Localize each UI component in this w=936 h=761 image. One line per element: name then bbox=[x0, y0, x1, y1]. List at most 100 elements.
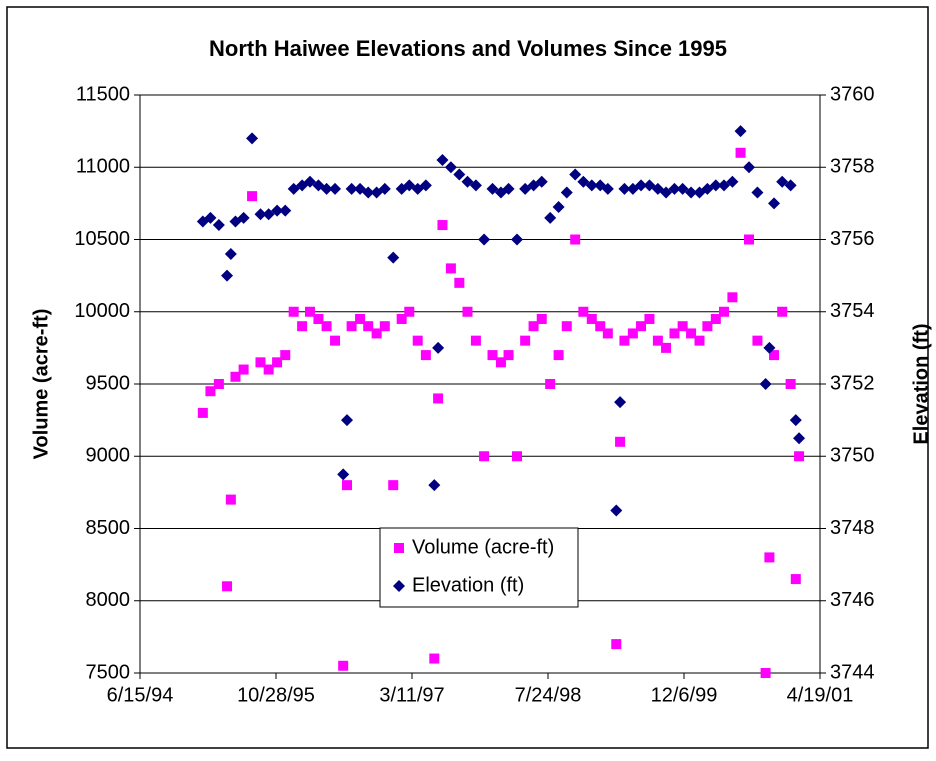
square-point bbox=[394, 543, 404, 553]
diamond-point bbox=[461, 175, 474, 188]
diamond-point bbox=[776, 175, 789, 188]
square-point bbox=[602, 328, 613, 339]
y-tick-label: 8500 bbox=[86, 517, 131, 539]
plot-frame bbox=[139, 94, 821, 674]
y2-tick-label: 3746 bbox=[830, 589, 875, 611]
square-point bbox=[222, 581, 233, 592]
diamond-point bbox=[535, 175, 548, 188]
y2-axis-title: Elevation (ft) bbox=[910, 323, 932, 444]
square-point bbox=[437, 220, 448, 231]
diamond-point bbox=[237, 211, 250, 224]
square-point bbox=[454, 277, 465, 288]
diamond-point bbox=[212, 219, 225, 232]
square-point bbox=[288, 306, 299, 317]
square-point bbox=[313, 313, 324, 324]
square-point bbox=[420, 350, 431, 361]
diamond-point bbox=[478, 233, 491, 246]
square-point bbox=[433, 393, 444, 404]
diamond-point bbox=[224, 247, 237, 260]
diamond-point bbox=[668, 182, 681, 195]
diamond-point bbox=[337, 468, 350, 481]
diamond-point bbox=[387, 251, 400, 264]
square-point bbox=[578, 306, 589, 317]
x-tick-label: 7/24/98 bbox=[515, 684, 582, 706]
x-tick-label: 12/6/99 bbox=[651, 684, 718, 706]
y2-tick-label: 3754 bbox=[830, 300, 875, 322]
diamond-point bbox=[246, 132, 259, 145]
square-point bbox=[710, 313, 721, 324]
diamond-point bbox=[271, 204, 284, 217]
square-point bbox=[495, 357, 506, 368]
square-point bbox=[794, 451, 805, 462]
square-point bbox=[272, 357, 283, 368]
diamond-point bbox=[393, 580, 405, 592]
square-point bbox=[718, 306, 729, 317]
square-point bbox=[205, 386, 216, 397]
diamond-point bbox=[378, 182, 391, 195]
diamond-point bbox=[419, 179, 432, 192]
square-point bbox=[429, 653, 440, 664]
square-point bbox=[764, 552, 775, 563]
square-point bbox=[570, 234, 581, 245]
square-point bbox=[627, 328, 638, 339]
y2-tick-label: 3758 bbox=[830, 156, 875, 178]
square-point bbox=[553, 350, 564, 361]
square-point bbox=[536, 313, 547, 324]
diamond-point bbox=[751, 186, 764, 199]
square-point bbox=[694, 335, 705, 346]
diamond-point bbox=[709, 179, 722, 192]
diamond-point bbox=[685, 186, 698, 199]
square-point bbox=[305, 306, 315, 317]
diamond-point bbox=[793, 432, 806, 445]
square-point bbox=[752, 335, 763, 346]
square-point bbox=[487, 350, 498, 361]
diamond-point bbox=[444, 161, 457, 174]
square-point bbox=[760, 668, 771, 678]
diamond-point bbox=[784, 179, 797, 192]
diamond-point bbox=[304, 175, 316, 188]
diamond-point bbox=[643, 179, 656, 192]
square-point bbox=[744, 234, 755, 245]
legend-label: Elevation (ft) bbox=[412, 574, 524, 596]
y-tick-label: 9000 bbox=[86, 445, 131, 467]
square-point bbox=[619, 335, 630, 346]
diamond-point bbox=[502, 182, 515, 195]
square-point bbox=[611, 639, 622, 650]
diamond-point bbox=[544, 211, 557, 224]
diamond-point bbox=[262, 208, 275, 221]
square-point bbox=[371, 328, 382, 339]
diamond-point bbox=[428, 479, 441, 492]
diamond-point bbox=[204, 211, 217, 224]
diamond-point bbox=[569, 168, 582, 181]
square-point bbox=[545, 379, 556, 389]
x-tick-label: 4/19/01 bbox=[787, 684, 854, 706]
diamond-point bbox=[610, 504, 623, 517]
diamond-point bbox=[552, 200, 565, 213]
diamond-point bbox=[403, 179, 416, 192]
diamond-point bbox=[279, 204, 292, 217]
square-point bbox=[263, 364, 274, 375]
square-point bbox=[197, 407, 208, 418]
y2-tick-label: 3744 bbox=[830, 661, 875, 683]
diamond-point bbox=[519, 182, 532, 195]
square-point bbox=[470, 335, 481, 346]
square-point bbox=[790, 574, 801, 585]
square-point bbox=[238, 364, 249, 375]
square-point bbox=[661, 342, 672, 353]
square-point bbox=[330, 335, 341, 346]
square-point bbox=[462, 306, 473, 317]
square-point bbox=[396, 313, 407, 324]
diamond-point bbox=[254, 208, 267, 221]
square-point bbox=[769, 350, 780, 361]
diamond-point bbox=[362, 186, 375, 199]
square-point bbox=[225, 494, 236, 505]
square-point bbox=[338, 660, 349, 671]
square-point bbox=[528, 321, 539, 332]
square-point bbox=[412, 335, 423, 346]
diamond-point bbox=[432, 341, 445, 354]
square-point bbox=[355, 313, 366, 324]
square-point bbox=[520, 335, 531, 346]
square-point bbox=[479, 451, 490, 462]
y2-tick-label: 3752 bbox=[830, 372, 875, 394]
diamond-point bbox=[469, 179, 482, 192]
